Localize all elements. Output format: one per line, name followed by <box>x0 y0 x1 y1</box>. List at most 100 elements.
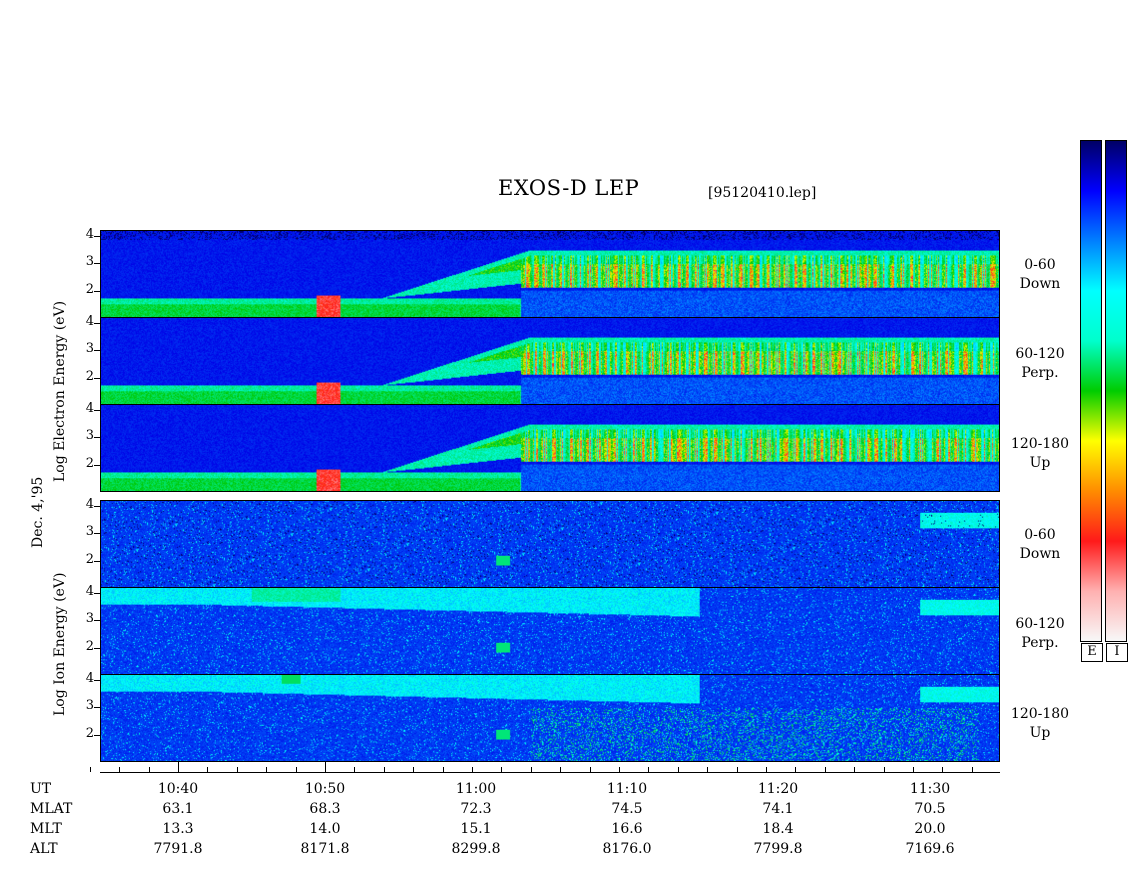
file-name: [95120410.lep] <box>708 185 817 201</box>
panel-label-electron-down: 0-60 Down <box>1019 257 1061 292</box>
row-value-mlt: 14.0 <box>309 821 341 837</box>
x-tick-mark <box>795 767 796 772</box>
x-tick-mark <box>443 767 444 772</box>
y-tick-mark <box>94 350 100 351</box>
panel-label-electron-up: 120-180 Up <box>1010 436 1070 471</box>
x-tick-mark <box>531 767 532 772</box>
colorbar-label-e: E <box>1081 643 1103 662</box>
y-tick-mark <box>94 533 100 534</box>
y-tick-label: 4 <box>85 496 94 512</box>
panel-ion-up <box>100 674 1000 762</box>
y-tick-label: 2 <box>85 281 94 297</box>
row-value-ut: 11:20 <box>757 781 799 797</box>
row-value-mlt: 16.6 <box>611 821 643 837</box>
row-value-ut: 10:50 <box>304 781 346 797</box>
x-tick-mark <box>266 767 267 772</box>
y-tick-mark <box>94 734 100 736</box>
panel-ion-perp <box>100 587 1000 675</box>
y-tick-label: 2 <box>85 551 94 567</box>
x-tick-mark <box>913 767 914 772</box>
x-tick-mark <box>325 762 326 772</box>
row-value-mlat: 70.5 <box>914 801 946 817</box>
row-value-mlat: 74.5 <box>611 801 643 817</box>
y-tick-mark <box>94 409 100 411</box>
y-tick-label: 3 <box>85 428 94 443</box>
row-value-mlt: 15.1 <box>460 821 492 837</box>
panel-label-ion-up: 120-180 Up <box>1010 706 1070 741</box>
x-tick-mark <box>384 767 385 772</box>
panel-electron-down <box>100 230 1000 318</box>
x-tick-mark <box>854 767 855 772</box>
panel-electron-up <box>100 404 1000 492</box>
row-value-mlt: 13.3 <box>162 821 194 837</box>
row-value-alt: 7791.8 <box>153 841 203 857</box>
x-tick-mark <box>178 762 179 772</box>
y-tick-label: 3 <box>85 698 94 713</box>
y-tick-label: 3 <box>85 524 94 539</box>
x-tick-mark <box>707 767 708 772</box>
x-tick-mark <box>590 767 591 772</box>
y-tick-mark <box>94 592 100 594</box>
y-tick-mark <box>94 560 100 562</box>
row-value-mlat: 68.3 <box>309 801 341 817</box>
ion-axis-label: Log Ion Energy (eV) <box>52 572 68 716</box>
y-tick-mark <box>94 464 100 466</box>
x-tick-mark <box>413 767 414 772</box>
y-tick-mark <box>94 647 100 649</box>
y-tick-mark <box>94 263 100 264</box>
x-tick-mark <box>90 767 91 772</box>
y-tick-label: 4 <box>85 313 94 329</box>
y-tick-label: 3 <box>85 611 94 626</box>
y-tick-label: 4 <box>85 226 94 242</box>
x-tick-mark <box>825 767 826 772</box>
x-tick-mark <box>619 767 620 772</box>
date-label: Dec. 4,'95 <box>30 476 46 548</box>
row-value-mlat: 72.3 <box>460 801 492 817</box>
x-tick-mark <box>149 767 150 772</box>
x-tick-mark <box>560 767 561 772</box>
row-value-ut: 10:40 <box>157 781 199 797</box>
y-tick-label: 2 <box>85 455 94 471</box>
x-tick-mark <box>737 767 738 772</box>
x-tick-mark <box>237 767 238 772</box>
y-tick-mark <box>94 707 100 708</box>
panel-label-ion-perp: 60-120 Perp. <box>1015 616 1065 651</box>
panel-electron-perp <box>100 317 1000 405</box>
colorbar-ion <box>1105 140 1127 642</box>
row-value-alt: 8176.0 <box>602 841 652 857</box>
row-value-ut: 11:10 <box>606 781 648 797</box>
y-tick-label: 2 <box>85 725 94 741</box>
row-value-alt: 7169.6 <box>905 841 955 857</box>
row-label-alt: ALT <box>30 841 58 857</box>
y-tick-label: 3 <box>85 341 94 356</box>
row-value-ut: 11:30 <box>909 781 951 797</box>
x-axis <box>100 772 1000 773</box>
row-value-mlt: 20.0 <box>914 821 946 837</box>
y-tick-mark <box>94 235 100 237</box>
panel-ion-down <box>100 500 1000 588</box>
x-tick-mark <box>472 767 473 772</box>
row-value-alt: 7799.8 <box>753 841 803 857</box>
y-tick-label: 4 <box>85 583 94 599</box>
x-tick-mark <box>648 767 649 772</box>
x-tick-mark <box>766 767 767 772</box>
row-value-ut: 11:00 <box>455 781 497 797</box>
y-tick-mark <box>94 290 100 292</box>
colorbar-electron <box>1080 140 1102 642</box>
y-tick-mark <box>94 505 100 507</box>
colorbar-label-i: I <box>1106 643 1128 662</box>
panel-label-ion-down: 0-60 Down <box>1019 527 1061 562</box>
electron-axis-label: Log Electron Energy (eV) <box>52 300 68 482</box>
x-tick-mark <box>678 767 679 772</box>
x-tick-mark <box>501 767 502 772</box>
y-tick-mark <box>94 322 100 324</box>
chart-title: EXOS-D LEP <box>498 176 640 200</box>
row-label-mlt: MLT <box>30 821 62 837</box>
row-value-alt: 8299.8 <box>451 841 501 857</box>
y-tick-mark <box>94 377 100 379</box>
y-tick-label: 3 <box>85 254 94 269</box>
row-value-mlat: 63.1 <box>162 801 194 817</box>
x-tick-mark <box>296 767 297 772</box>
x-tick-mark <box>942 767 943 772</box>
row-label-ut: UT <box>30 781 52 797</box>
